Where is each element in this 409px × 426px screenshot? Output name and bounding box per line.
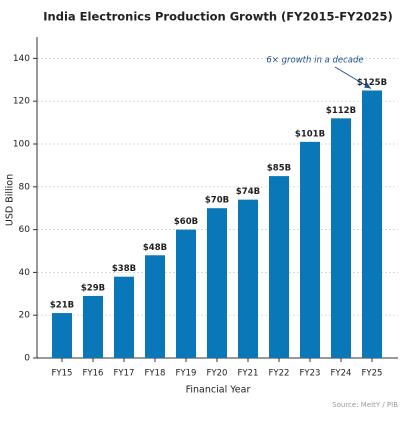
- annotation: 6× growth in a decade: [266, 56, 363, 66]
- y-tick-label: 20: [19, 311, 31, 321]
- y-tick-label: 60: [19, 225, 31, 235]
- y-tick-label: 80: [19, 182, 31, 192]
- y-axis-label: USD Billion: [5, 174, 16, 226]
- bar: [269, 176, 289, 358]
- value-label: $29B: [81, 283, 105, 293]
- chart-title: India Electronics Production Growth (FY2…: [43, 10, 392, 24]
- x-tick-label: FY17: [114, 369, 135, 379]
- value-label: $101B: [295, 129, 325, 139]
- bar: [83, 295, 103, 358]
- y-tick-label: 40: [19, 268, 31, 278]
- bar: [331, 118, 351, 358]
- value-label: $112B: [326, 106, 356, 116]
- bar: [114, 276, 134, 358]
- x-tick-label: FY19: [176, 369, 197, 379]
- value-label: $125B: [357, 78, 387, 88]
- bar: [52, 313, 72, 358]
- bar: [176, 229, 196, 358]
- x-tick-label: FY18: [145, 369, 166, 379]
- value-label: $60B: [174, 217, 198, 227]
- source-note: Source: MeitY / PIB: [332, 401, 398, 409]
- bar: [238, 199, 258, 358]
- x-tick-label: FY20: [207, 369, 228, 379]
- bar: [300, 141, 320, 358]
- y-tick-label: 0: [24, 354, 30, 364]
- y-tick-label: 100: [13, 140, 30, 150]
- bar: [207, 208, 227, 358]
- annotation-arrow: [334, 66, 372, 89]
- y-tick-label: 140: [13, 54, 30, 64]
- x-tick-label: FY15: [52, 369, 73, 379]
- value-label: $48B: [143, 243, 167, 253]
- arrow-head: [364, 82, 371, 89]
- x-axis-label: Financial Year: [186, 385, 251, 396]
- value-label: $85B: [267, 164, 291, 174]
- x-tick-label: FY24: [331, 369, 352, 379]
- x-tick-label: FY22: [269, 369, 290, 379]
- x-tick-label: FY23: [300, 369, 321, 379]
- x-tick-label: FY16: [83, 369, 104, 379]
- value-label: $38B: [112, 264, 136, 274]
- value-label: $21B: [50, 301, 74, 311]
- value-label: $74B: [236, 187, 260, 197]
- bar: [145, 255, 165, 358]
- value-label: $70B: [205, 196, 229, 206]
- x-tick-label: FY21: [238, 369, 259, 379]
- bar: [362, 90, 382, 358]
- x-tick-label: FY25: [362, 369, 383, 379]
- y-tick-label: 120: [13, 97, 30, 107]
